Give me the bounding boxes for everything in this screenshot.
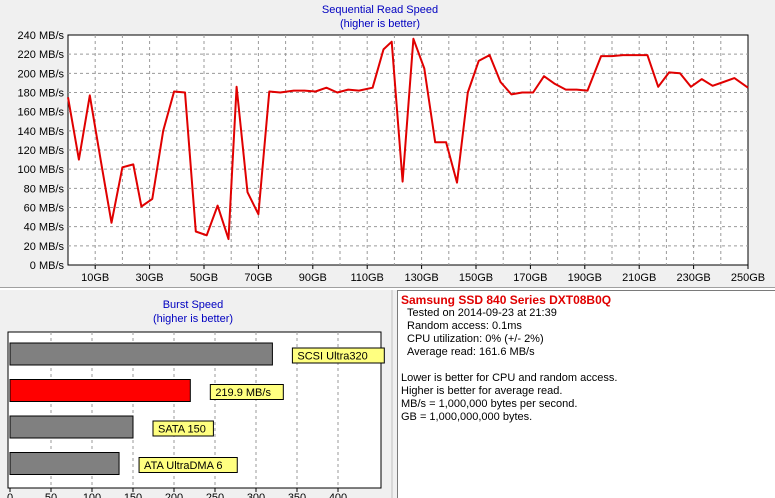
burst-x-tick-label: 150 — [124, 492, 142, 498]
x-tick-label: 170GB — [513, 272, 547, 284]
x-tick-label: 70GB — [244, 272, 272, 284]
y-tick-label: 20 MB/s — [24, 241, 65, 253]
burst-label: 219.9 MB/s — [215, 387, 271, 399]
y-tick-label: 60 MB/s — [24, 203, 65, 215]
x-tick-label: 110GB — [350, 272, 383, 284]
burst-label: ATA UltraDMA 6 — [144, 460, 222, 472]
y-tick-label: 220 MB/s — [18, 49, 65, 61]
y-tick-label: 160 MB/s — [18, 107, 65, 119]
x-tick-label: 10GB — [81, 272, 109, 284]
burst-label-box — [209, 384, 284, 400]
burst-bars: SCSI Ultra320 219.9 MB/s SATA 150 ATA Ultra… — [9, 342, 385, 475]
x-tick-label: 50GB — [190, 272, 218, 284]
x-tick-label: 230GB — [676, 272, 710, 284]
x-tick-label: 210GB — [622, 272, 656, 284]
burst-speed-chart: Burst Speed (higher is better) SCSI Ultr… — [7, 299, 385, 498]
burst-x-tick-label: 50 — [45, 492, 57, 498]
chart-subtitle: (higher is better) — [340, 18, 420, 30]
x-tick-label: 130GB — [404, 272, 438, 284]
burst-label-box — [152, 420, 214, 437]
y-tick-label: 40 MB/s — [24, 222, 65, 234]
burst-title: Burst Speed — [163, 299, 224, 311]
x-tick-label: 250GB — [731, 272, 765, 284]
burst-bar — [9, 342, 273, 366]
burst-label: SCSI Ultra320 — [297, 351, 367, 363]
x-tick-label: 90GB — [299, 272, 327, 284]
read-speed-line — [67, 37, 749, 241]
y-tick-label: 100 MB/s — [18, 164, 65, 176]
burst-label-box — [291, 347, 385, 364]
x-axis-ticks: 10GB 30GB 50GB 70GB 90GB 110GB 130GB 150GB 170GB… — [81, 265, 765, 284]
y-tick-label: 80 MB/s — [24, 183, 65, 195]
note-line: MB/s = 1,000,000 bytes per second. — [401, 398, 578, 410]
burst-bar — [9, 415, 134, 439]
sequential-read-chart: Sequential Read Speed (higher is better)… — [18, 4, 766, 284]
y-axis-ticks: 0 MB/s 20 MB/s 40 MB/s 60 MB/s 80 MB/s 100 MB… — [18, 30, 65, 272]
x-tick-label: 30GB — [136, 272, 164, 284]
vertical-divider — [391, 290, 393, 498]
x-tick-label: 150GB — [459, 272, 493, 284]
burst-x-tick-label: 400 — [329, 492, 347, 498]
burst-x-axis-ticks: 0 50 100 150 200 250 300 350 400 — [7, 488, 347, 498]
burst-label-box — [138, 457, 238, 473]
y-tick-label: 120 MB/s — [18, 145, 65, 157]
burst-subtitle: (higher is better) — [153, 313, 233, 325]
burst-bar — [9, 379, 191, 402]
burst-x-tick-label: 300 — [247, 492, 265, 498]
cpu-utilization: CPU utilization: 0% (+/- 2%) — [407, 333, 544, 345]
y-tick-label: 0 MB/s — [30, 260, 65, 272]
y-tick-label: 140 MB/s — [18, 126, 65, 138]
burst-bar — [9, 452, 120, 475]
note-line: Lower is better for CPU and random acces… — [401, 372, 618, 384]
burst-x-tick-label: 100 — [83, 492, 101, 498]
chart-title: Sequential Read Speed — [322, 4, 438, 16]
burst-label: SATA 150 — [158, 424, 206, 436]
y-tick-label: 180 MB/s — [18, 88, 65, 100]
y-tick-label: 200 MB/s — [18, 68, 65, 80]
burst-x-tick-label: 350 — [288, 492, 306, 498]
burst-x-tick-label: 250 — [206, 492, 224, 498]
y-tick-label: 240 MB/s — [18, 30, 65, 42]
random-access: Random access: 0.1ms — [407, 320, 522, 332]
drive-info-panel: Samsung SSD 840 Series DXT08B0Q Tested o… — [397, 290, 775, 498]
grid — [68, 35, 748, 265]
note-line: Higher is better for average read. — [401, 385, 563, 397]
note-line: GB = 1,000,000,000 bytes. — [401, 411, 533, 423]
burst-x-tick-label: 200 — [165, 492, 183, 498]
horizontal-divider — [0, 287, 775, 290]
x-tick-label: 190GB — [568, 272, 602, 284]
average-read: Average read: 161.6 MB/s — [407, 346, 535, 358]
drive-name: Samsung SSD 840 Series DXT08B0Q — [401, 293, 612, 307]
burst-x-tick-label: 0 — [7, 492, 13, 498]
tested-on: Tested on 2014-09-23 at 21:39 — [407, 307, 557, 319]
